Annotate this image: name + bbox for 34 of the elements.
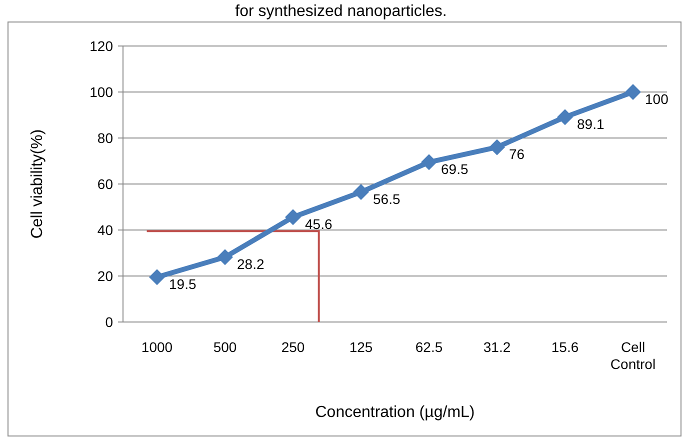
data-label: 69.5 (441, 161, 468, 178)
y-tick-label: 20 (97, 268, 114, 284)
x-tick-label: 62.5 (415, 339, 443, 355)
data-label: 56.5 (373, 191, 400, 208)
data-label: 76 (509, 146, 525, 162)
x-tick-label: Cell Control (610, 339, 656, 372)
data-label: 89.1 (577, 116, 604, 132)
data-label: 45.6 (305, 216, 332, 232)
y-tick-label: 80 (97, 130, 114, 146)
y-axis-title: Cell viability(%) (29, 129, 46, 239)
data-label: 100 (645, 91, 669, 107)
data-label: 28.2 (237, 256, 264, 272)
point (149, 269, 165, 286)
x-tick-label: 125 (349, 339, 373, 355)
point (217, 249, 233, 266)
y-tick-label: 0 (105, 314, 114, 330)
x-tick-label: 500 (213, 339, 237, 355)
y-tick-label: 40 (97, 222, 114, 238)
y-tick-label: 100 (90, 84, 114, 100)
data-label: 19.5 (169, 276, 196, 292)
chart-title: for synthesized nanoparticles. (235, 3, 447, 20)
x-tick-label: 31.2 (483, 339, 511, 355)
x-tick-label: 250 (281, 339, 305, 355)
x-axis-title: Concentration (µg/mL) (315, 404, 475, 421)
point (557, 109, 573, 126)
point (489, 139, 505, 156)
point (421, 154, 437, 170)
y-tick-label: 60 (97, 176, 114, 192)
x-tick-label: 15.6 (551, 339, 579, 355)
point (625, 84, 641, 100)
point (285, 209, 301, 226)
point (353, 184, 369, 200)
x-tick-label: 1000 (141, 339, 173, 355)
y-tick-label: 120 (90, 38, 114, 54)
